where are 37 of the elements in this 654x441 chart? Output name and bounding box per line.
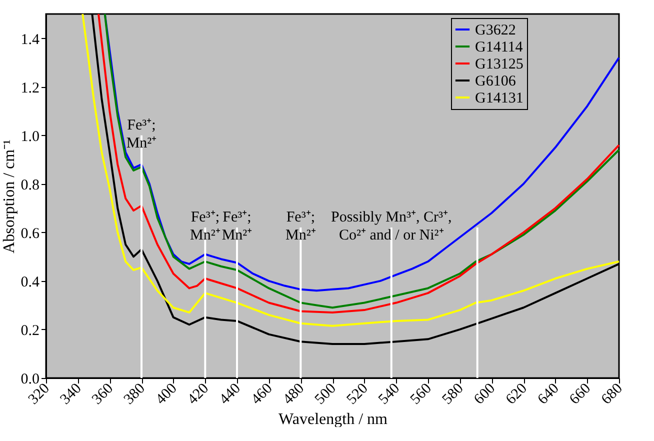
- x-tick-label: 460: [248, 380, 276, 408]
- x-tick-label: 420: [184, 380, 212, 408]
- x-tick-label: 500: [312, 380, 340, 408]
- x-tick-label: 660: [566, 380, 594, 408]
- y-tick-label: 0.2: [20, 322, 40, 339]
- x-tick-label: 520: [344, 380, 372, 408]
- annotation: Fe³⁺; Mn²⁺: [222, 210, 252, 244]
- y-tick-label: 0.8: [20, 177, 40, 194]
- y-tick-label: 0.4: [20, 274, 40, 290]
- y-tick-label: 0.0: [20, 372, 40, 388]
- x-tick-label: 440: [216, 380, 244, 408]
- y-tick-label: 1.2: [20, 80, 40, 96]
- y-tick-label: 0.6: [20, 226, 40, 242]
- annotation: Fe³⁺; Mn²⁺: [190, 210, 220, 244]
- x-tick-label: 620: [503, 380, 530, 408]
- x-tick-label: 640: [534, 380, 562, 408]
- legend-label: G3622: [475, 22, 516, 38]
- x-tick-label: 480: [280, 380, 308, 408]
- x-tick-label: 360: [89, 380, 117, 408]
- x-tick-label: 540: [376, 380, 404, 408]
- y-tick-label: 1.0: [20, 128, 40, 145]
- legend-label: G14114: [475, 40, 524, 56]
- x-tick-label: 580: [439, 380, 467, 408]
- legend-label: G6106: [475, 74, 516, 90]
- x-tick-label: 560: [408, 380, 435, 408]
- x-tick-label: 400: [152, 380, 180, 408]
- x-tick-label: 380: [121, 380, 148, 408]
- legend-label: G14131: [475, 90, 524, 106]
- x-tick-label: 680: [598, 380, 626, 408]
- y-tick-label: 1.4: [20, 32, 40, 48]
- legend-label: G13125: [475, 56, 524, 72]
- annotation: Possibly Mn³⁺, Cr³⁺, Co²⁺ and / or Ni²⁺: [331, 210, 452, 244]
- annotation: Fe³⁺; Mn²⁺: [285, 210, 316, 244]
- x-tick-label: 600: [471, 380, 499, 408]
- x-tick-label: 340: [57, 380, 85, 408]
- annotation: Fe³⁺; Mn²⁺: [126, 117, 157, 152]
- y-axis-title: Absorption / cm⁻¹: [0, 139, 18, 254]
